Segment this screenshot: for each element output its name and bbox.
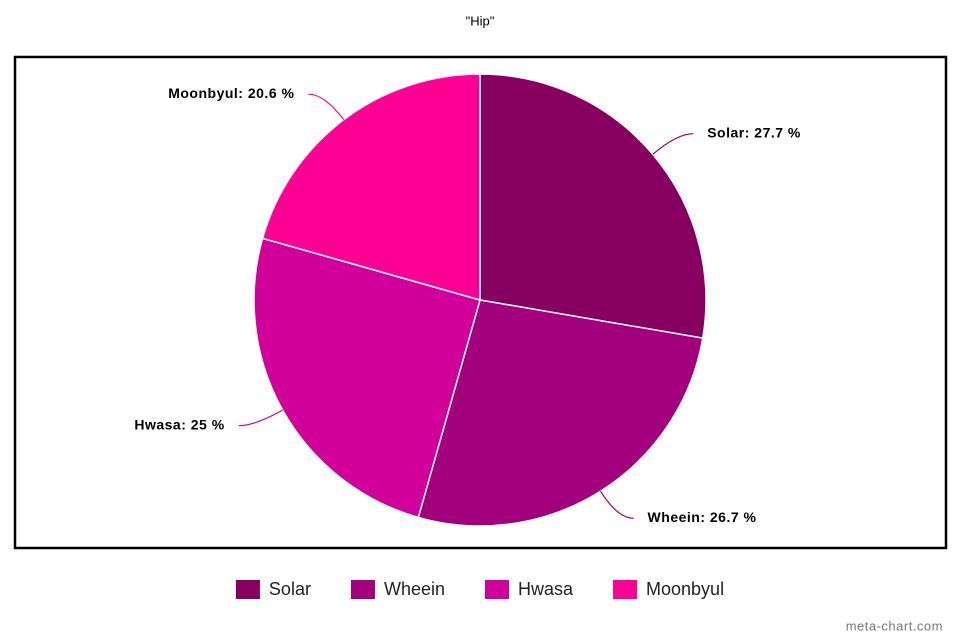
pie-slice (253, 237, 481, 519)
data-label: Hwasa: 25 % (134, 416, 224, 432)
legend-swatch (484, 580, 509, 599)
data-label: Solar: 27.7 % (707, 124, 801, 140)
legend-swatch (350, 580, 375, 599)
legend-label: Hwasa (518, 579, 574, 599)
pie-slice (417, 299, 704, 527)
legend-swatch (235, 580, 260, 599)
chart-title: "Hip" (466, 13, 495, 28)
plot-frame (13, 55, 948, 550)
pie-slice (261, 73, 481, 301)
leader-line (599, 490, 634, 519)
leader-line (308, 93, 345, 121)
legend-label: Moonbyul (646, 579, 724, 599)
legend-label: Solar (269, 579, 311, 599)
legend-swatch (613, 580, 638, 599)
data-label: Moonbyul: 20.6 % (168, 85, 294, 101)
data-label: Wheein: 26.7 % (648, 509, 757, 525)
legend-label: Wheein (384, 579, 445, 599)
leader-line (652, 133, 694, 155)
credit: meta-chart.com (846, 618, 943, 633)
leader-line (238, 409, 283, 427)
